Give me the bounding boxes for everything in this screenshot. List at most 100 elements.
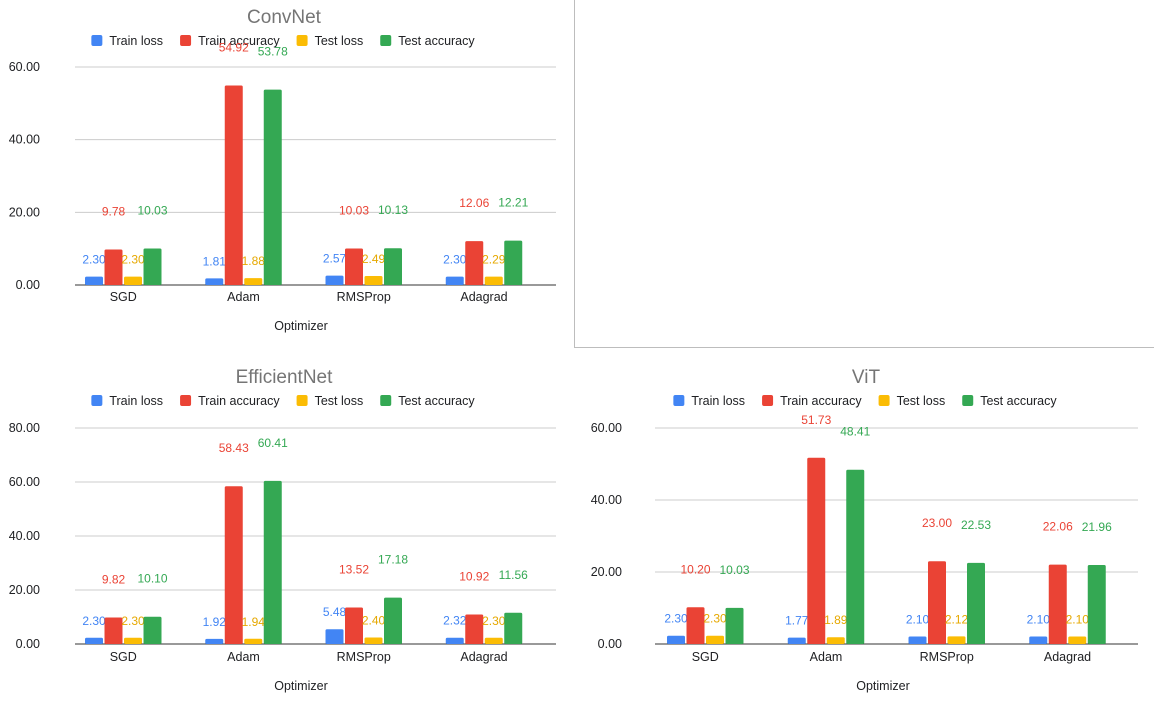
x-tick-label: SGD bbox=[692, 650, 719, 664]
y-tick-label: 60.00 bbox=[591, 421, 622, 435]
data-label: 10.13 bbox=[378, 203, 408, 217]
bar-2 bbox=[124, 637, 142, 644]
data-label: 2.49 bbox=[362, 252, 386, 266]
data-label: 1.81 bbox=[203, 254, 227, 268]
bar-1 bbox=[465, 614, 484, 644]
x-axis-title: Optimizer bbox=[274, 319, 327, 333]
bar-2 bbox=[826, 637, 845, 644]
data-label: 53.78 bbox=[258, 45, 288, 59]
bar-0 bbox=[1029, 636, 1048, 644]
bar-1 bbox=[104, 617, 123, 644]
bar-1 bbox=[345, 248, 363, 285]
x-axis-title: Optimizer bbox=[856, 679, 909, 693]
bar-1 bbox=[807, 457, 826, 644]
bar-0 bbox=[85, 276, 103, 285]
data-label: 13.52 bbox=[339, 562, 369, 576]
y-tick-label: 40.00 bbox=[9, 133, 40, 147]
bar-1 bbox=[928, 561, 946, 644]
legend-label: Train loss bbox=[109, 394, 163, 408]
bar-3 bbox=[504, 240, 523, 285]
legend-swatch-0 bbox=[91, 395, 103, 406]
data-label: 2.30 bbox=[121, 614, 145, 628]
bar-1 bbox=[686, 607, 705, 644]
empty-chart-panel bbox=[574, 0, 1154, 348]
data-label: 22.06 bbox=[1043, 520, 1073, 534]
data-label: 23.00 bbox=[922, 516, 952, 530]
x-tick-label: Adagrad bbox=[1044, 650, 1091, 664]
bar-2 bbox=[706, 635, 724, 644]
x-tick-label: SGD bbox=[110, 650, 137, 664]
data-label: 58.43 bbox=[219, 441, 249, 455]
bar-2 bbox=[124, 276, 142, 285]
legend-label: Test loss bbox=[315, 34, 364, 48]
data-label: 17.18 bbox=[378, 553, 408, 567]
data-label: 1.77 bbox=[785, 614, 809, 628]
legend-swatch-3 bbox=[380, 35, 392, 46]
bar-2 bbox=[364, 275, 383, 285]
data-label: 22.53 bbox=[961, 518, 991, 532]
legend-swatch-2 bbox=[296, 395, 308, 406]
legend-label: Test accuracy bbox=[398, 34, 475, 48]
legend-swatch-1 bbox=[180, 395, 192, 406]
data-label: 5.48 bbox=[323, 605, 347, 619]
legend-label: Train loss bbox=[109, 34, 163, 48]
data-label: 1.89 bbox=[824, 613, 848, 627]
x-tick-label: Adagrad bbox=[460, 650, 507, 664]
y-tick-label: 60.00 bbox=[9, 475, 40, 489]
bar-2 bbox=[1068, 636, 1087, 644]
bar-3 bbox=[967, 562, 985, 644]
legend-label: Test loss bbox=[315, 394, 364, 408]
legend-label: Train accuracy bbox=[198, 34, 280, 48]
x-tick-label: Adam bbox=[227, 290, 260, 304]
data-label: 51.73 bbox=[801, 413, 831, 427]
data-label: 2.40 bbox=[362, 614, 386, 628]
bar-2 bbox=[947, 636, 966, 644]
x-tick-label: RMSProp bbox=[920, 650, 974, 664]
data-label: 11.56 bbox=[499, 568, 528, 582]
bar-0 bbox=[787, 637, 806, 644]
data-label: 48.41 bbox=[840, 425, 870, 439]
data-label: 2.10 bbox=[906, 612, 930, 626]
legend-swatch-3 bbox=[962, 395, 974, 406]
data-label: 2.12 bbox=[945, 612, 969, 626]
data-label: 12.21 bbox=[498, 196, 528, 210]
legend-swatch-2 bbox=[296, 35, 308, 46]
data-label: 10.10 bbox=[137, 572, 167, 586]
data-label: 2.29 bbox=[482, 253, 506, 267]
x-axis-title: Optimizer bbox=[274, 679, 327, 693]
chart-title: EfficientNet bbox=[236, 367, 334, 388]
bar-0 bbox=[445, 637, 464, 644]
data-label: 9.82 bbox=[102, 572, 126, 586]
legend-label: Test accuracy bbox=[398, 394, 475, 408]
x-tick-label: SGD bbox=[110, 290, 137, 304]
bar-2 bbox=[244, 278, 263, 285]
y-tick-label: 20.00 bbox=[9, 205, 40, 219]
bar-1 bbox=[465, 241, 484, 285]
bar-1 bbox=[224, 85, 243, 285]
x-tick-label: RMSProp bbox=[337, 290, 391, 304]
legend-swatch-3 bbox=[380, 395, 392, 406]
bar-3 bbox=[143, 616, 162, 644]
legend-label: Train accuracy bbox=[198, 394, 280, 408]
bar-0 bbox=[667, 635, 685, 644]
y-tick-label: 0.00 bbox=[598, 637, 622, 651]
bar-2 bbox=[244, 638, 263, 644]
y-tick-label: 60.00 bbox=[9, 60, 40, 74]
data-label: 10.03 bbox=[719, 563, 749, 577]
data-label: 10.92 bbox=[459, 570, 489, 584]
bar-0 bbox=[205, 278, 224, 285]
bar-3 bbox=[263, 89, 282, 285]
chart-title: ConvNet bbox=[247, 7, 322, 28]
legend-label: Train loss bbox=[691, 394, 745, 408]
data-label: 2.10 bbox=[1066, 612, 1090, 626]
data-label: 10.03 bbox=[137, 204, 167, 218]
bar-3 bbox=[384, 597, 402, 644]
data-label: 2.30 bbox=[482, 614, 506, 628]
data-label: 2.32 bbox=[443, 614, 467, 628]
bar-1 bbox=[224, 486, 243, 644]
data-label: 2.10 bbox=[1027, 612, 1051, 626]
bar-3 bbox=[143, 248, 162, 285]
legend-label: Test loss bbox=[897, 394, 946, 408]
legend-swatch-1 bbox=[762, 395, 774, 406]
